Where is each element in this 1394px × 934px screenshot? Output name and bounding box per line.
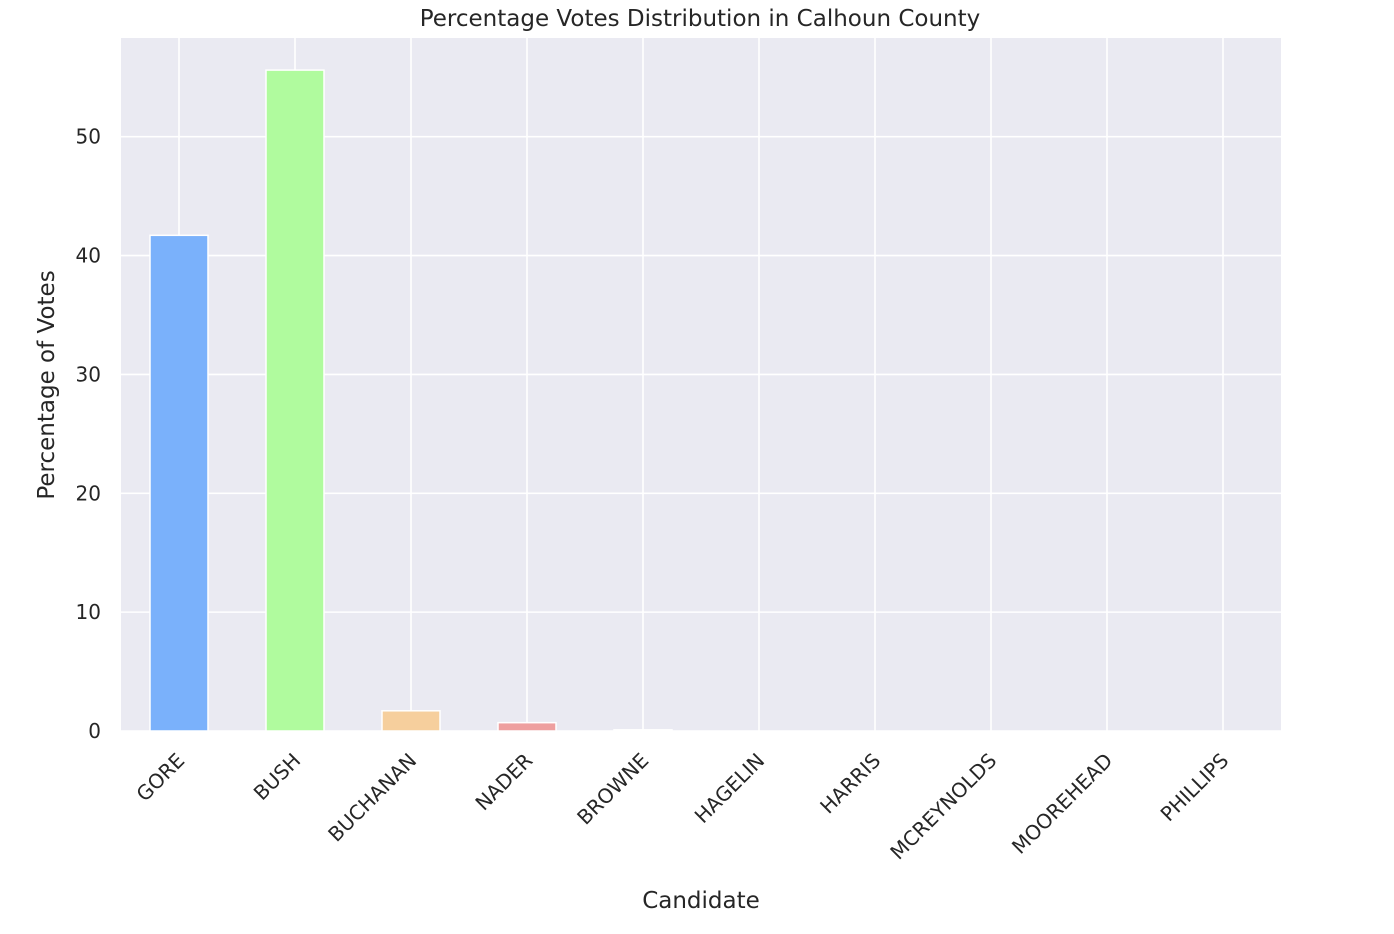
x-tick-label-bush: BUSH — [249, 748, 306, 805]
y-tick-label: 10 — [76, 600, 101, 624]
x-tick-labels: GORE BUSH BUCHANAN NADER BROWNE HAGELIN HARRIS… — [131, 748, 1233, 864]
x-tick-label-buchanan: BUCHANAN — [323, 748, 421, 846]
bar-gore — [149, 234, 209, 732]
y-tick-label: 20 — [76, 481, 101, 505]
x-tick-label-gore: GORE — [131, 748, 189, 806]
x-tick-label-hagelin: HAGELIN — [690, 748, 770, 828]
y-tick-label: 40 — [76, 244, 101, 268]
y-tick-label: 30 — [76, 362, 101, 386]
x-tick-label-harris: HARRIS — [815, 748, 885, 818]
bar-nader — [497, 721, 557, 732]
chart-title: Percentage Votes Distribution in Calhoun… — [420, 6, 981, 32]
x-tick-label-mcreynolds: MCREYNOLDS — [885, 748, 1001, 864]
y-tick-label: 50 — [76, 125, 101, 149]
y-axis-label: Percentage of Votes — [34, 270, 60, 499]
y-tick-labels: 0 10 20 30 40 50 — [76, 125, 101, 743]
x-tick-label-phillips: PHILLIPS — [1156, 748, 1234, 826]
x-tick-label-nader: NADER — [470, 748, 537, 815]
x-tick-label-browne: BROWNE — [572, 748, 653, 829]
y-tick-label: 0 — [88, 719, 101, 743]
x-tick-label-moorehead: MOOREHEAD — [1007, 748, 1117, 858]
bar-bush — [265, 69, 325, 732]
bar-browne — [613, 729, 673, 732]
bars — [149, 69, 673, 732]
x-axis-label: Candidate — [642, 888, 760, 914]
bar-buchanan — [381, 710, 441, 732]
